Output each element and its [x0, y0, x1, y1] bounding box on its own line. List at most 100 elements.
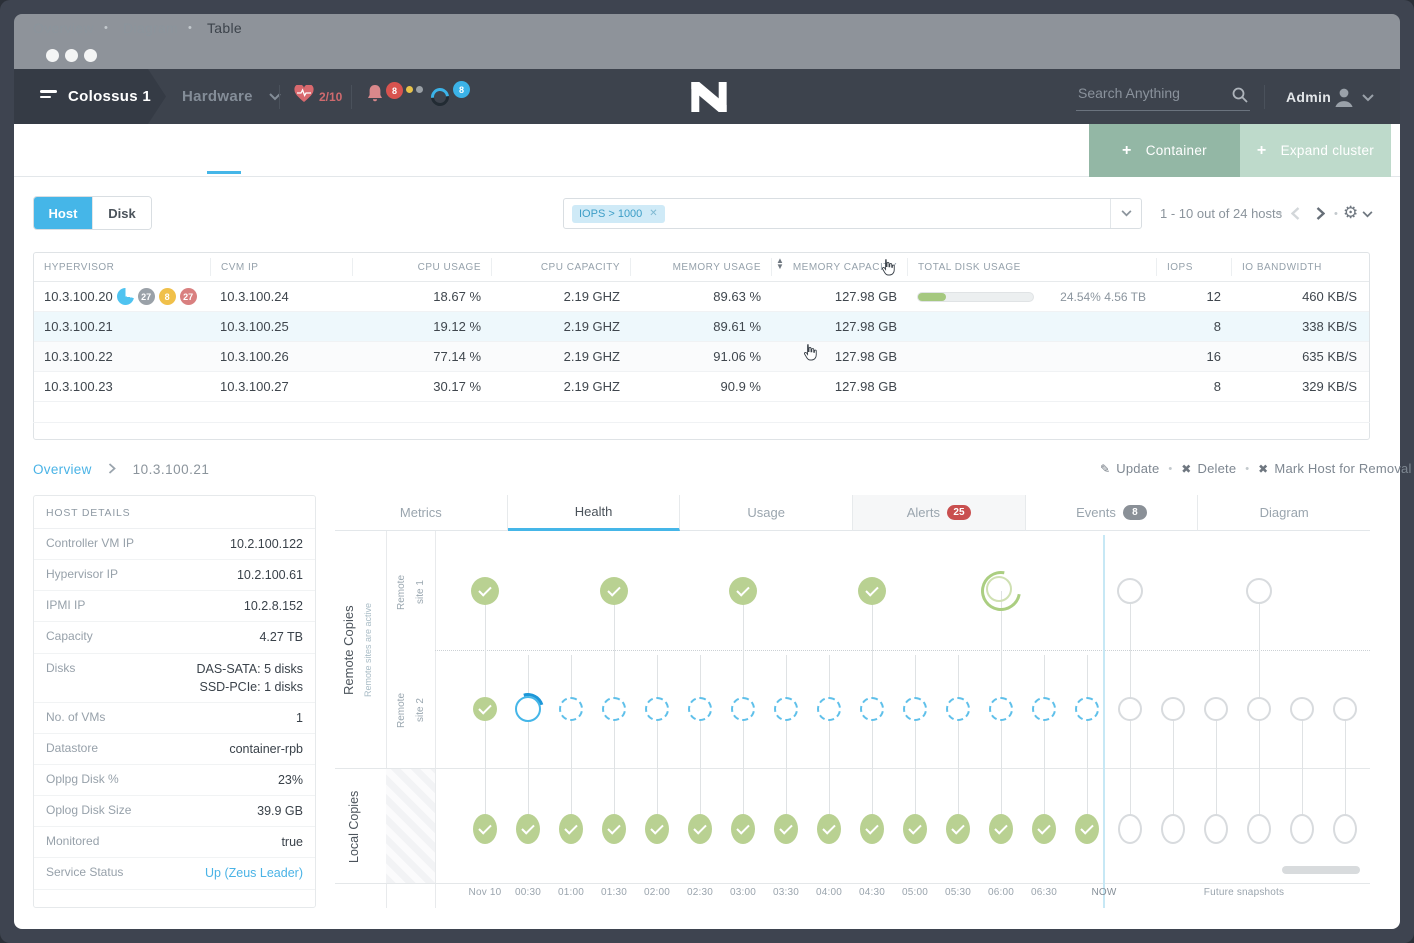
snapshot-future[interactable] — [1161, 697, 1185, 721]
host-toggle-button[interactable]: Host — [34, 197, 92, 229]
column-header[interactable]: CPU USAGE — [352, 258, 491, 276]
settings-chevron-down-icon[interactable] — [1362, 211, 1373, 218]
snapshot-scheduled[interactable] — [774, 697, 798, 721]
detail-tab-usage[interactable]: Usage — [680, 495, 854, 531]
column-header[interactable]: HYPERVISOR — [44, 261, 115, 273]
snapshot-done[interactable] — [473, 814, 497, 844]
add-container-button[interactable]: + Container — [1089, 124, 1240, 177]
snapshot-future[interactable] — [1247, 697, 1271, 721]
snapshot-future[interactable] — [1333, 814, 1357, 844]
snapshot-future[interactable] — [1246, 578, 1272, 604]
filter-chip[interactable]: IOPS > 1000 ✕ — [572, 204, 665, 223]
snapshot-done[interactable] — [516, 814, 540, 844]
health-heart-icon[interactable] — [294, 85, 314, 103]
snapshot-scheduled[interactable] — [989, 697, 1013, 721]
snapshot-future[interactable] — [1118, 697, 1142, 721]
column-header[interactable]: IOPS — [1156, 258, 1231, 276]
snapshot-scheduled[interactable] — [946, 697, 970, 721]
chip-close-icon[interactable]: ✕ — [649, 208, 658, 219]
sort-icon[interactable]: ▲ ▼ — [776, 256, 784, 271]
menu-icon[interactable] — [40, 90, 57, 101]
column-header[interactable]: MEMORY CAPACITY — [771, 258, 907, 276]
count-badge[interactable]: 8 — [158, 288, 176, 305]
snapshot-future[interactable] — [1247, 814, 1271, 844]
table-row[interactable]: 10.3.100.21 10.3.100.25 19.12 % 2.19 GHZ 89.… — [34, 312, 1369, 342]
snapshot-future[interactable] — [1117, 578, 1143, 604]
snapshot-scheduled[interactable] — [1075, 697, 1099, 721]
global-search[interactable] — [1076, 84, 1250, 111]
snapshot-future[interactable] — [1161, 814, 1185, 844]
snapshot-done[interactable] — [731, 814, 755, 844]
detail-tab-events[interactable]: Events 8 — [1025, 495, 1199, 531]
column-header[interactable]: CPU CAPACITY — [491, 258, 630, 276]
delete-button[interactable]: ✖ Delete — [1181, 461, 1237, 476]
user-chevron-down-icon[interactable] — [1362, 94, 1374, 102]
tasks-count-badge[interactable]: 8 — [453, 81, 470, 98]
mark-host-removal-button[interactable]: ✖ Mark Host for Removal — [1258, 461, 1412, 476]
window-dot[interactable] — [65, 49, 78, 62]
filter-input[interactable]: IOPS > 1000 ✕ — [563, 198, 1142, 229]
snapshot-done[interactable] — [688, 814, 712, 844]
table-row[interactable]: 10.3.100.23 10.3.100.27 30.17 % 2.19 GHZ 90.… — [34, 372, 1369, 402]
timeline-scrollbar[interactable] — [1282, 866, 1360, 874]
detail-value-link[interactable]: Up (Zeus Leader) — [205, 866, 303, 881]
snapshot-done[interactable] — [946, 814, 970, 844]
snapshot-done[interactable] — [989, 814, 1013, 844]
snapshot-scheduled[interactable] — [602, 697, 626, 721]
snapshot-future[interactable] — [1204, 814, 1228, 844]
snapshot-done[interactable] — [774, 814, 798, 844]
snapshot-done[interactable] — [600, 577, 628, 605]
snapshot-done[interactable] — [1075, 814, 1099, 844]
snapshot-progress[interactable] — [515, 696, 541, 722]
table-row[interactable]: 10.3.100.22 10.3.100.26 77.14 % 2.19 GHZ 91.… — [34, 342, 1369, 372]
snapshot-done[interactable] — [602, 814, 626, 844]
filter-dropdown-button[interactable] — [1110, 199, 1141, 228]
snapshot-scheduled[interactable] — [1032, 697, 1056, 721]
snapshot-done[interactable] — [473, 697, 497, 721]
snapshot-future[interactable] — [1204, 697, 1228, 721]
snapshot-scheduled[interactable] — [559, 697, 583, 721]
snapshot-scheduled[interactable] — [645, 697, 669, 721]
user-avatar-icon[interactable] — [1333, 86, 1355, 108]
snapshot-scheduled[interactable] — [860, 697, 884, 721]
table-settings-gear-icon[interactable]: ⚙ — [1343, 203, 1359, 222]
table-row[interactable]: 10.3.100.20 27 8 27 10.3.100.24 18.67 % 2.19 G… — [34, 282, 1369, 312]
prev-page-icon[interactable] — [1291, 207, 1300, 220]
health-score[interactable]: 2/10 — [319, 90, 343, 104]
snapshot-scheduled[interactable] — [903, 697, 927, 721]
tab-overview[interactable]: Overview — [33, 20, 94, 36]
detail-tab-health[interactable]: Health — [507, 495, 681, 531]
tab-diagram[interactable]: Diagram — [123, 20, 179, 36]
snapshot-scheduled[interactable] — [817, 697, 841, 721]
search-icon[interactable] — [1232, 87, 1248, 103]
column-header[interactable]: TOTAL DISK USAGE — [907, 258, 1156, 276]
snapshot-done[interactable] — [860, 814, 884, 844]
search-input[interactable] — [1076, 84, 1228, 102]
column-header[interactable]: IO BANDWIDTH — [1231, 258, 1367, 276]
count-badge[interactable]: 27 — [137, 288, 155, 305]
snapshot-future[interactable] — [1118, 814, 1142, 844]
snapshot-future[interactable] — [1290, 814, 1314, 844]
snapshot-done[interactable] — [903, 814, 927, 844]
detail-tab-diagram[interactable]: Diagram — [1198, 495, 1371, 531]
snapshot-loading-spinner[interactable] — [973, 563, 1029, 619]
user-menu-label[interactable]: Admin — [1286, 89, 1332, 105]
snapshot-done[interactable] — [1032, 814, 1056, 844]
column-header[interactable]: MEMORY USAGE — [630, 258, 771, 276]
next-page-icon[interactable] — [1316, 207, 1325, 220]
alerts-count-badge[interactable]: 8 — [386, 82, 403, 99]
snapshot-future[interactable] — [1290, 697, 1314, 721]
snapshot-done[interactable] — [645, 814, 669, 844]
detail-tab-alerts[interactable]: Alerts 25 — [853, 495, 1026, 531]
update-button[interactable]: ✎ Update — [1100, 461, 1160, 476]
expand-cluster-button[interactable]: + Expand cluster — [1240, 124, 1391, 177]
snapshot-done[interactable] — [858, 577, 886, 605]
snapshot-done[interactable] — [471, 577, 499, 605]
snapshot-done[interactable] — [817, 814, 841, 844]
cluster-name-chip[interactable]: Colossus 1 — [14, 69, 166, 124]
snapshot-done[interactable] — [729, 577, 757, 605]
snapshot-scheduled[interactable] — [731, 697, 755, 721]
tab-table[interactable]: Table — [207, 20, 242, 36]
window-dot[interactable] — [84, 49, 97, 62]
detail-tab-metrics[interactable]: Metrics — [335, 495, 508, 531]
